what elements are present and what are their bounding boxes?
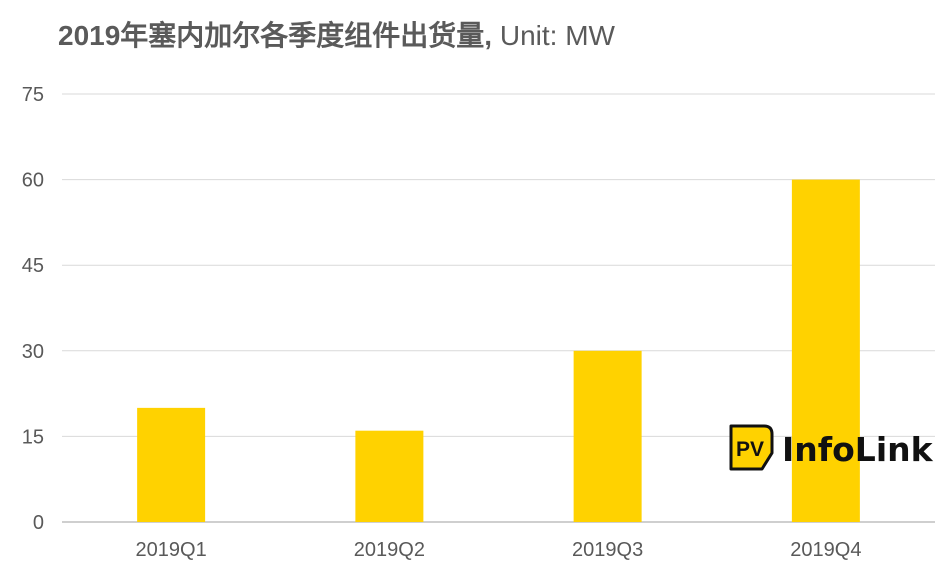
svg-text:PV: PV	[736, 438, 764, 461]
gridlines	[62, 93, 935, 523]
bars	[137, 179, 860, 522]
x-axis-tick-labels: 2019Q1 2019Q2 2019Q3 2019Q4	[136, 539, 862, 561]
chart-title: 2019年塞内加尔各季度组件出货量, Unit: MW	[58, 14, 615, 54]
x-tick-label: 2019Q4	[790, 539, 861, 561]
y-tick-label: 60	[22, 170, 44, 192]
x-tick-label: 2019Q3	[572, 539, 643, 561]
chart-title-main: 2019年塞内加尔各季度组件出货量,	[58, 20, 493, 51]
bar-2019q4	[791, 179, 860, 522]
y-tick-label: 0	[33, 512, 44, 534]
x-tick-label: 2019Q2	[354, 539, 425, 561]
y-tick-label: 15	[22, 426, 44, 448]
y-axis-tick-labels: 0 15 30 45 60 75	[22, 84, 44, 534]
chart-title-unit: Unit: MW	[492, 20, 615, 51]
bar-2019q2	[355, 430, 424, 522]
x-tick-label: 2019Q1	[136, 539, 207, 561]
bar-2019q1	[137, 407, 206, 522]
y-tick-label: 30	[22, 341, 44, 363]
y-tick-label: 75	[22, 84, 44, 106]
svg-text:InfoLink: InfoLink	[782, 430, 934, 469]
bar-2019q3	[573, 350, 642, 522]
y-tick-label: 45	[22, 255, 44, 277]
pv-infolink-logo-icon: PV InfoLink	[729, 424, 934, 471]
